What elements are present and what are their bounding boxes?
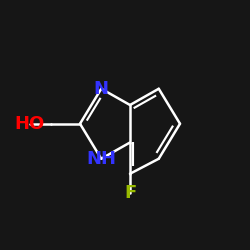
- Text: N: N: [94, 80, 109, 98]
- Text: HO: HO: [15, 115, 45, 133]
- Text: F: F: [124, 184, 136, 202]
- Text: NH: NH: [86, 150, 116, 168]
